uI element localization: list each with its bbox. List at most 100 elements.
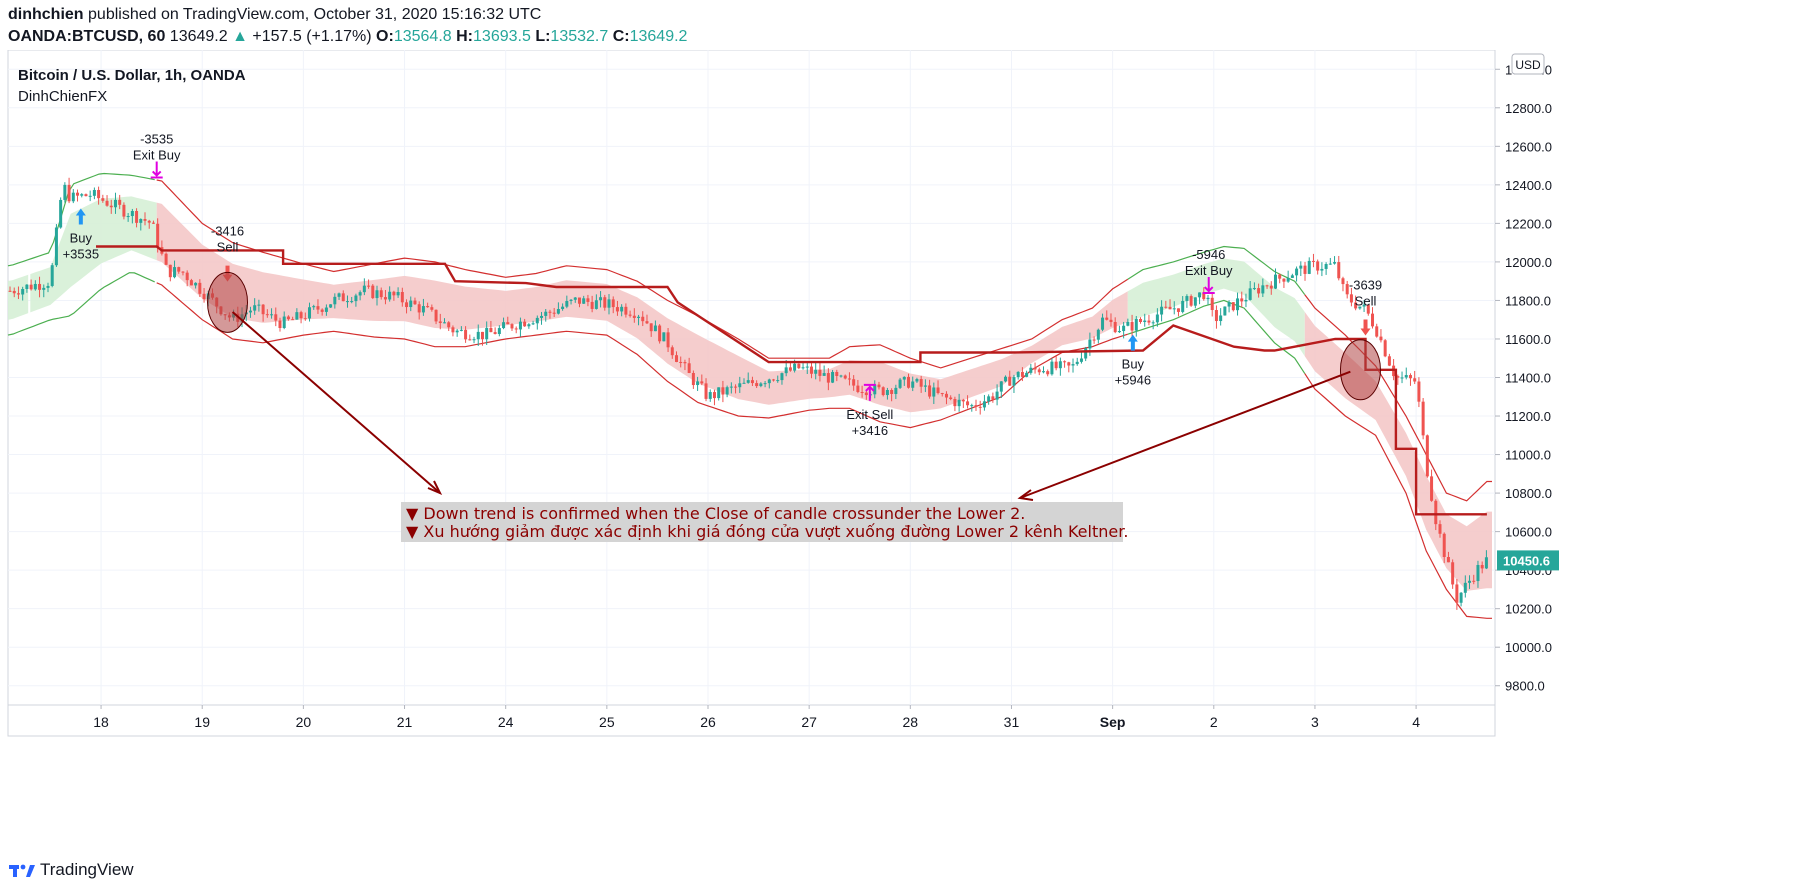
- candle-body: [607, 299, 611, 308]
- x-tick-label: 19: [194, 714, 210, 730]
- candle-body: [480, 331, 484, 340]
- candle-body: [1320, 268, 1324, 271]
- candle-body: [1067, 362, 1071, 366]
- buy-arrow-icon: [75, 208, 86, 225]
- signal-value: +3416: [852, 423, 889, 438]
- candle-body: [658, 325, 662, 342]
- y-tick-label: 10200.0: [1505, 602, 1552, 617]
- candle-body: [1480, 564, 1484, 569]
- candle-body: [1168, 306, 1172, 310]
- candle-body: [1290, 275, 1294, 278]
- candle-body: [84, 194, 88, 197]
- candle-body: [649, 323, 653, 332]
- x-tick-label: 27: [801, 714, 817, 730]
- candle-body: [1299, 265, 1303, 269]
- candle-body: [489, 327, 493, 333]
- currency-badge: [1511, 53, 1545, 75]
- candle-body: [1349, 294, 1353, 303]
- candle-body: [417, 304, 421, 313]
- signal-label: Exit Buy: [133, 147, 181, 162]
- downtrend-band: [156, 202, 1128, 413]
- candle-body: [1252, 288, 1256, 290]
- x-tick-label: 28: [903, 714, 919, 730]
- candle-body: [396, 291, 400, 296]
- close-label: C:: [612, 28, 630, 45]
- candle-body: [1484, 557, 1488, 569]
- candle-body: [641, 316, 645, 322]
- candle-body: [341, 293, 345, 302]
- candle-body: [1071, 364, 1075, 366]
- candle-body: [666, 332, 670, 348]
- low-label: L:: [535, 28, 551, 45]
- candle-body: [177, 267, 181, 272]
- candle-body: [1371, 313, 1375, 327]
- indicator-name[interactable]: DinhChienFX: [18, 88, 108, 105]
- candle-body: [1219, 315, 1223, 322]
- candle-body: [1058, 361, 1062, 369]
- candle-body: [430, 307, 434, 310]
- candle-body: [902, 376, 906, 380]
- candle-body: [1316, 261, 1320, 271]
- candle-body: [101, 198, 105, 201]
- annotation-arrow: [1019, 370, 1351, 499]
- x-tick-label: 25: [599, 714, 615, 730]
- candle-body: [535, 317, 539, 324]
- candle-body: [63, 184, 67, 200]
- x-tick-label: 18: [93, 714, 109, 730]
- candle-body: [25, 284, 29, 289]
- candle-body: [852, 379, 856, 386]
- candle-body: [1400, 377, 1404, 379]
- candle-body: [510, 324, 514, 329]
- candle-body: [29, 284, 33, 290]
- candle-body: [915, 379, 919, 382]
- candle-body: [1417, 381, 1421, 402]
- candle-body: [291, 319, 295, 321]
- candle-body: [1223, 306, 1227, 316]
- candle-body: [1016, 371, 1020, 378]
- candle-body: [949, 397, 953, 400]
- candle-body: [329, 304, 333, 308]
- candle-body: [38, 283, 42, 290]
- candle-body: [759, 383, 763, 387]
- candle-body: [497, 328, 501, 335]
- candle-body: [350, 301, 354, 303]
- publish-text: published on TradingView.com, October 31…: [88, 6, 542, 23]
- candle-body: [1231, 302, 1235, 311]
- candle-body: [1092, 339, 1096, 341]
- candle-body: [248, 310, 252, 313]
- candle-body: [611, 299, 615, 308]
- candle-body: [966, 401, 970, 406]
- candle-body: [173, 267, 177, 278]
- candle-body: [772, 379, 776, 381]
- tradingview-logo[interactable]: TradingView: [8, 860, 134, 880]
- y-tick-label: 12400.0: [1505, 178, 1552, 193]
- price-change: +157.5 (+1.17%): [252, 28, 372, 45]
- candle-body: [278, 320, 282, 329]
- chart-pane[interactable]: 9800.0 10000.0 10200.0 10400.0 10600.0 10800.…: [0, 49, 1805, 855]
- candle-body: [92, 189, 96, 196]
- candle-body: [624, 306, 628, 315]
- candle-body: [1202, 292, 1206, 300]
- candle-body: [691, 372, 695, 386]
- candle-body: [620, 306, 624, 312]
- candle-body: [582, 298, 586, 304]
- candle-body: [1434, 500, 1438, 525]
- candle-body: [59, 199, 63, 228]
- price-chart[interactable]: 9800.010000.010200.010400.010600.010800.…: [0, 49, 1805, 850]
- buy-arrow-icon: [1127, 334, 1138, 351]
- signal-value: +3535: [63, 246, 100, 261]
- candle-body: [1333, 262, 1337, 264]
- candle-body: [1257, 288, 1261, 294]
- candle-body: [1286, 277, 1290, 282]
- candle-body: [809, 366, 813, 374]
- candle-body: [1041, 371, 1045, 373]
- signal-value: -3639: [1349, 278, 1382, 293]
- candle-body: [822, 373, 826, 376]
- signal-label: Exit Sell: [846, 407, 893, 422]
- candle-body: [1404, 375, 1408, 378]
- candle-body: [388, 291, 392, 300]
- candle-body: [1472, 580, 1476, 582]
- signal-label: Buy: [70, 230, 93, 245]
- candle-body: [974, 405, 978, 407]
- author-name[interactable]: dinhchien: [8, 6, 84, 23]
